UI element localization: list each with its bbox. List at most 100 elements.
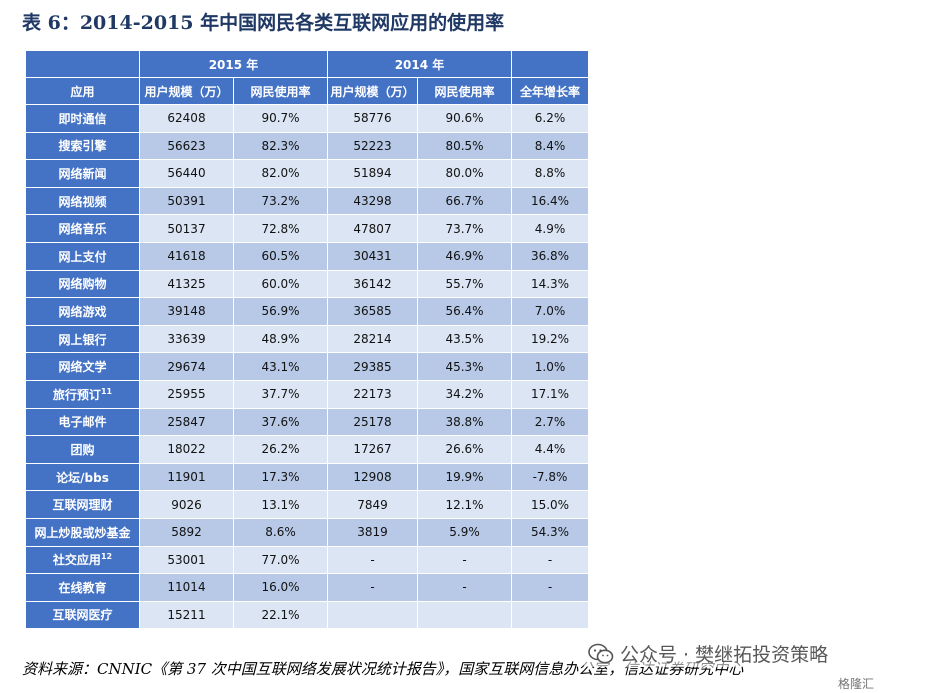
app-name: 即时通信	[58, 111, 107, 126]
app-name: 搜索引擎	[58, 139, 107, 154]
table-row: 在线教育 11014 16.0% - - -	[25, 573, 589, 602]
rate-2014-cell: 90.6%	[417, 104, 512, 133]
header-empty-cell	[511, 50, 589, 78]
users-2015-cell: 50137	[139, 214, 234, 243]
users-2015-cell: 18022	[139, 435, 234, 464]
users-2014-cell: 25178	[327, 407, 418, 437]
rate-2014-cell: -	[417, 545, 512, 575]
users-2015-cell: 11014	[139, 573, 234, 602]
users-2014-cell: 12908	[327, 462, 418, 492]
users-2014-cell: 29385	[327, 352, 418, 381]
users-2014-cell: 36142	[327, 269, 418, 299]
rate-2015-cell: 60.5%	[233, 241, 328, 271]
users-2015-cell: 29674	[139, 352, 234, 381]
app-name-cell: 即时通信	[25, 104, 140, 133]
users-2015-cell: 25847	[139, 407, 234, 437]
app-name: 旅行预订	[52, 387, 101, 402]
rate-2015-cell: 37.6%	[233, 407, 328, 437]
rate-2015-cell: 43.1%	[233, 352, 328, 381]
rate-2015-cell: 8.6%	[233, 517, 328, 547]
table-row: 互联网医疗 15211 22.1%	[25, 600, 589, 630]
table-row: 互联网理财 9026 13.1% 7849 12.1% 15.0%	[25, 490, 589, 519]
watermark: 公众号 · 樊继拓投资策略	[584, 640, 833, 667]
growth-cell: 36.8%	[511, 241, 589, 271]
rate-2014-cell: 5.9%	[417, 517, 512, 547]
app-name-cell: 网络新闻	[25, 159, 140, 188]
users-2015-cell: 33639	[139, 324, 234, 354]
rate-2014-cell: -	[417, 573, 512, 602]
app-name-cell: 旅行预订11	[25, 379, 140, 409]
header-empty-cell	[25, 50, 140, 78]
header-growth: 全年增长率	[511, 77, 589, 105]
rate-2014-cell: 46.9%	[417, 241, 512, 271]
rate-2014-cell: 56.4%	[417, 297, 512, 326]
usage-table: 2015 年 2014 年 应用 用户规模（万） 网民使用率 用户规模（万） 网…	[25, 50, 589, 630]
growth-cell: 4.9%	[511, 214, 589, 243]
rate-2014-cell: 12.1%	[417, 490, 512, 519]
users-2014-cell: -	[327, 545, 418, 575]
growth-cell: -7.8%	[511, 462, 589, 492]
app-name: 网上银行	[58, 332, 107, 347]
users-2015-cell: 56623	[139, 131, 234, 161]
app-name-cell: 网络音乐	[25, 214, 140, 243]
wechat-icon	[588, 643, 614, 663]
growth-cell: 4.4%	[511, 435, 589, 464]
users-2014-cell: 22173	[327, 379, 418, 409]
app-name: 团购	[70, 442, 95, 457]
users-2014-cell: 3819	[327, 517, 418, 547]
rate-2014-cell: 73.7%	[417, 214, 512, 243]
app-name: 网上支付	[58, 249, 107, 264]
users-2014-cell: 36585	[327, 297, 418, 326]
footnote-marker: 11	[100, 386, 113, 396]
growth-cell: 6.2%	[511, 104, 589, 133]
footnote-marker: 12	[100, 552, 113, 562]
rate-2014-cell: 45.3%	[417, 352, 512, 381]
app-name: 论坛/bbs	[56, 470, 109, 485]
table-row: 搜索引擎 56623 82.3% 52223 80.5% 8.4%	[25, 131, 589, 161]
watermark-secondary: 格隆汇	[838, 677, 875, 691]
users-2015-cell: 50391	[139, 186, 234, 216]
rate-2015-cell: 37.7%	[233, 379, 328, 409]
users-2015-cell: 9026	[139, 490, 234, 519]
rate-2015-cell: 16.0%	[233, 573, 328, 602]
app-name-cell: 网络购物	[25, 269, 140, 299]
growth-cell: -	[511, 545, 589, 575]
users-2015-cell: 15211	[139, 600, 234, 630]
users-2015-cell: 53001	[139, 545, 234, 575]
year-group-header-row: 2015 年 2014 年	[25, 50, 589, 78]
rate-2014-cell: 43.5%	[417, 324, 512, 354]
users-2014-cell: -	[327, 573, 418, 602]
users-2014-cell: 28214	[327, 324, 418, 354]
users-2014-cell: 58776	[327, 104, 418, 133]
table-row: 电子邮件 25847 37.6% 25178 38.8% 2.7%	[25, 407, 589, 437]
rate-2015-cell: 13.1%	[233, 490, 328, 519]
usage-table-container: 2015 年 2014 年 应用 用户规模（万） 网民使用率 用户规模（万） 网…	[25, 50, 589, 630]
app-name: 电子邮件	[58, 415, 107, 430]
growth-cell: 16.4%	[511, 186, 589, 216]
rate-2015-cell: 56.9%	[233, 297, 328, 326]
header-year-2015: 2015 年	[139, 50, 328, 78]
app-name: 网络购物	[58, 277, 107, 292]
app-name: 社交应用	[52, 553, 101, 568]
header-app: 应用	[25, 77, 140, 105]
users-2014-cell	[327, 600, 418, 630]
app-name-cell: 网上银行	[25, 324, 140, 354]
growth-cell: 14.3%	[511, 269, 589, 299]
header-year-2014: 2014 年	[327, 50, 512, 78]
app-name: 互联网医疗	[52, 608, 113, 623]
app-name: 在线教育	[58, 580, 107, 595]
users-2015-cell: 56440	[139, 159, 234, 188]
app-name: 网络文学	[58, 360, 107, 375]
users-2015-cell: 11901	[139, 462, 234, 492]
app-name: 互联网理财	[52, 498, 113, 513]
app-name-cell: 搜索引擎	[25, 131, 140, 161]
rate-2014-cell: 26.6%	[417, 435, 512, 464]
users-2015-cell: 5892	[139, 517, 234, 547]
users-2014-cell: 17267	[327, 435, 418, 464]
app-name-cell: 在线教育	[25, 573, 140, 602]
watermark-text: 公众号 · 樊继拓投资策略	[620, 644, 829, 666]
table-row: 网上支付 41618 60.5% 30431 46.9% 36.8%	[25, 241, 589, 271]
rate-2015-cell: 72.8%	[233, 214, 328, 243]
users-2014-cell: 47807	[327, 214, 418, 243]
source-note: 资料来源：CNNIC《第 37 次中国互联网络发展状况统计报告》，国家互联网信息…	[22, 660, 744, 678]
